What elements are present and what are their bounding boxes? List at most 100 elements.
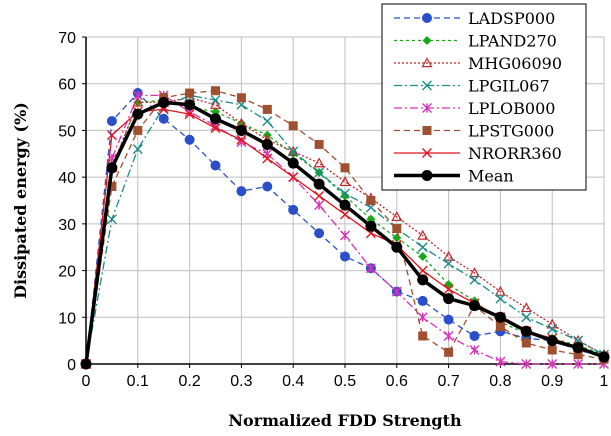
data-point-nrorr360 bbox=[314, 190, 325, 201]
data-point-lpgil067 bbox=[106, 214, 117, 225]
data-point-ladsp000 bbox=[158, 113, 169, 124]
data-point-ladsp000 bbox=[340, 251, 350, 262]
data-point-mean bbox=[184, 99, 196, 111]
legend-marker-lpstg000 bbox=[422, 126, 432, 135]
data-point-mhg06090 bbox=[443, 250, 455, 261]
data-point-mean bbox=[417, 274, 429, 286]
data-point-lpstg000 bbox=[133, 125, 143, 135]
data-point-ladsp000 bbox=[288, 204, 299, 215]
data-point-mean bbox=[494, 311, 506, 323]
data-point-lplob000 bbox=[573, 359, 584, 369]
data-point-mean bbox=[520, 325, 532, 337]
data-point-nrorr360 bbox=[340, 209, 350, 220]
axes: 0 0.1 0.2 0.3 0.4 0.5 0.6 0.7 0.8 0.9 101020304050… bbox=[58, 30, 608, 390]
series-layer bbox=[80, 86, 610, 370]
data-point-mean bbox=[261, 138, 273, 150]
data-point-mean bbox=[391, 241, 403, 253]
data-point-lpstg000 bbox=[573, 350, 583, 360]
data-point-mean bbox=[546, 335, 558, 347]
data-point-lplob000 bbox=[340, 230, 350, 241]
legend-label-nrorr360: NRORR360 bbox=[468, 144, 562, 163]
data-point-ladsp000 bbox=[236, 186, 247, 197]
x-tick-label: 0.2 bbox=[178, 373, 200, 390]
x-tick-label: 0 bbox=[82, 373, 91, 390]
data-point-lpgil067 bbox=[132, 144, 143, 155]
legend-marker-lpgil067 bbox=[422, 80, 432, 91]
legend-label-mean: Mean bbox=[468, 167, 514, 186]
data-point-lpstg000 bbox=[236, 93, 246, 103]
data-point-ladsp000 bbox=[262, 181, 273, 192]
legend-marker-mean bbox=[421, 170, 433, 181]
y-tick-label: 60 bbox=[58, 77, 76, 94]
data-point-lplob000 bbox=[365, 263, 376, 274]
data-point-lplob000 bbox=[391, 286, 402, 297]
x-tick-label: 0.4 bbox=[282, 373, 304, 390]
data-point-mean bbox=[106, 162, 118, 174]
data-point-nrorr360 bbox=[262, 153, 273, 164]
data-point-lpstg000 bbox=[107, 181, 117, 191]
data-point-mean bbox=[598, 351, 610, 363]
legend-label-mhg06090: MHG06090 bbox=[468, 54, 562, 73]
data-point-lplob000 bbox=[469, 344, 480, 355]
y-tick-label: 70 bbox=[58, 30, 76, 47]
legend: LADSP000 LPAND270 MHG06090 LPGIL067 LPLOB000… bbox=[381, 3, 587, 191]
data-point-ladsp000 bbox=[417, 295, 428, 306]
data-point-lpgil067 bbox=[469, 274, 480, 285]
data-point-mhg06090 bbox=[339, 176, 351, 187]
data-point-lplob000 bbox=[314, 200, 325, 211]
legend-label-lpand270: LPAND270 bbox=[468, 32, 557, 51]
y-tick-label: 40 bbox=[58, 170, 76, 187]
y-axis-title: Dissipated energy (%) bbox=[11, 102, 30, 299]
data-point-nrorr360 bbox=[210, 123, 221, 134]
data-point-nrorr360 bbox=[443, 284, 454, 295]
x-tick-label: 1 bbox=[600, 373, 609, 390]
legend-marker-lpand270 bbox=[422, 36, 432, 45]
x-tick-label: 0.1 bbox=[127, 373, 149, 390]
data-point-mean bbox=[365, 220, 377, 232]
data-point-ladsp000 bbox=[469, 330, 480, 341]
data-point-lpand270 bbox=[418, 252, 428, 262]
data-point-lpstg000 bbox=[392, 224, 402, 234]
series-line-lpstg000 bbox=[85, 90, 605, 365]
data-point-mean bbox=[469, 300, 480, 312]
data-point-mhg06090 bbox=[546, 318, 558, 329]
data-point-lpgil067 bbox=[262, 116, 273, 127]
legend-box bbox=[381, 3, 587, 191]
data-point-nrorr360 bbox=[184, 109, 195, 120]
data-point-mhg06090 bbox=[313, 157, 325, 168]
data-point-ladsp000 bbox=[106, 116, 117, 127]
data-point-lplob000 bbox=[495, 356, 506, 367]
x-tick-label: 0.5 bbox=[334, 373, 356, 390]
data-point-lpgil067 bbox=[495, 293, 506, 304]
y-tick-label: 0 bbox=[67, 357, 76, 374]
data-point-lplob000 bbox=[443, 330, 454, 341]
data-point-lplob000 bbox=[132, 90, 143, 101]
data-point-lpstg000 bbox=[288, 121, 298, 131]
data-point-lpgil067 bbox=[443, 258, 454, 269]
data-point-lpstg000 bbox=[262, 104, 272, 114]
data-point-lpgil067 bbox=[547, 323, 558, 334]
legend-marker-mhg06090 bbox=[421, 57, 433, 68]
series-mean bbox=[80, 96, 610, 370]
x-tick-label: 0.6 bbox=[386, 373, 408, 390]
y-tick-label: 20 bbox=[58, 264, 76, 281]
data-point-nrorr360 bbox=[106, 130, 117, 141]
series-line-mhg06090 bbox=[85, 97, 605, 365]
data-point-lpstg000 bbox=[314, 139, 324, 149]
data-point-mhg06090 bbox=[520, 302, 532, 313]
data-point-lpstg000 bbox=[366, 196, 376, 205]
data-point-lpstg000 bbox=[211, 86, 220, 96]
legend-marker-ladsp000 bbox=[422, 13, 432, 23]
data-point-nrorr360 bbox=[288, 172, 299, 183]
series-line-ladsp000 bbox=[85, 92, 605, 365]
x-tick-label: 0.8 bbox=[489, 373, 511, 390]
data-point-lpgil067 bbox=[288, 146, 299, 157]
data-point-lpstg000 bbox=[521, 338, 531, 348]
y-tick-label: 50 bbox=[58, 123, 76, 140]
data-point-lpand270 bbox=[340, 191, 350, 201]
legend-label-lplob000: LPLOB000 bbox=[468, 99, 555, 118]
legend-marker-nrorr360 bbox=[422, 148, 432, 158]
legend-label-ladsp000: LADSP000 bbox=[468, 9, 555, 28]
